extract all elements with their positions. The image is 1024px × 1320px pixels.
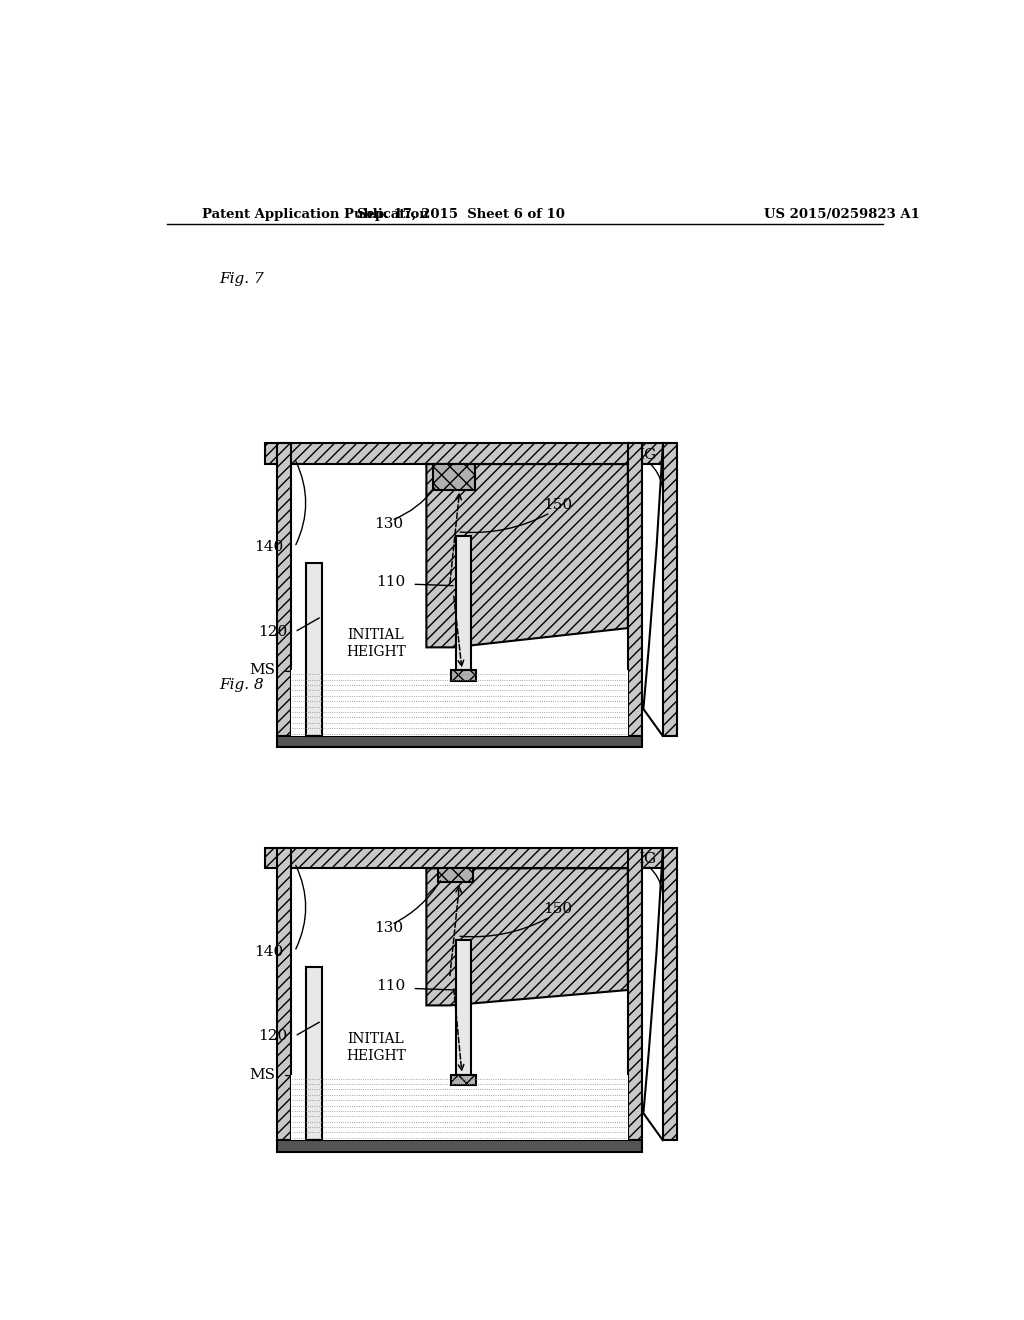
Text: 150: 150 [544,498,572,512]
Polygon shape [426,465,628,647]
Text: IG: IG [638,853,656,866]
Text: 140: 140 [254,540,283,554]
Bar [456,536,471,671]
Text: Patent Application Publication: Patent Application Publication [202,209,428,222]
Text: 110: 110 [376,576,406,589]
Text: Fig. 8: Fig. 8 [219,678,264,692]
Text: 120: 120 [258,1030,287,1043]
Bar [438,869,473,882]
Text: Sep. 17, 2015  Sheet 6 of 10: Sep. 17, 2015 Sheet 6 of 10 [357,209,565,222]
Polygon shape [276,444,291,737]
Text: Fig. 7: Fig. 7 [219,272,264,286]
Text: INITIAL
HEIGHT: INITIAL HEIGHT [346,1032,406,1064]
Text: 110: 110 [376,979,406,993]
Polygon shape [628,847,642,1140]
Bar [663,444,677,737]
Text: 120: 120 [258,624,287,639]
Text: 140: 140 [254,945,283,958]
Bar [663,847,677,1140]
Polygon shape [265,444,663,465]
Text: US 2015/0259823 A1: US 2015/0259823 A1 [764,209,920,222]
Bar [306,966,322,1140]
Bar [456,940,471,1074]
Bar [432,465,475,490]
Text: 150: 150 [544,902,572,916]
Polygon shape [276,847,291,1140]
Polygon shape [426,869,628,1006]
Text: 130: 130 [375,517,403,531]
Text: INITIAL
HEIGHT: INITIAL HEIGHT [346,628,406,659]
Bar [276,737,642,747]
Text: IG: IG [638,447,656,462]
Polygon shape [628,444,642,737]
Bar [452,671,476,681]
Bar [291,1074,628,1140]
Bar [276,1140,642,1151]
Polygon shape [265,847,663,869]
Bar [452,1074,476,1085]
Text: 130: 130 [375,921,403,936]
Bar [306,562,322,737]
Text: MS: MS [249,664,275,677]
Bar [291,671,628,737]
Text: MS: MS [249,1068,275,1081]
